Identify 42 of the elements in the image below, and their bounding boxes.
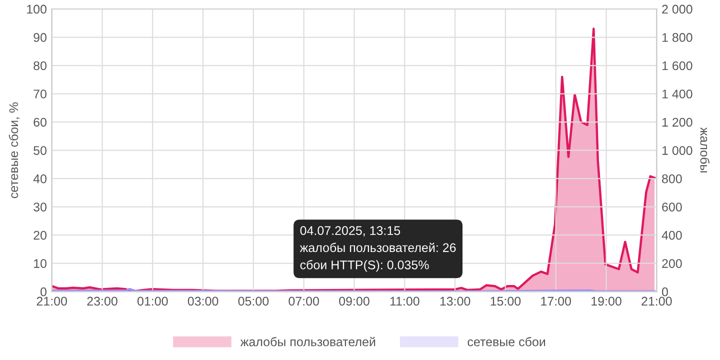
y-axis-title: сетевые сбои, % [8,102,20,198]
x-tick-label: 13:00 [440,296,470,306]
x-tick-label: 21:00 [36,296,67,306]
y2-tick-label: 1 000 [662,146,692,155]
legend-label: жалобы пользователей [240,336,376,346]
y-tick-label: 20 [34,230,46,240]
y-tick-label: 50 [34,146,46,155]
y2-tick-label: 800 [662,174,682,184]
x-tick-label: 05:00 [238,296,269,306]
y-tick-label: 30 [34,202,46,212]
y2-tick-label: 400 [662,230,682,240]
y2-tick-label: 0 [662,287,668,296]
annotation: жалобы пользователей: 26 [300,242,456,252]
x-tick-label: 17:00 [541,296,571,306]
y2-axis-title: жалобы [700,127,710,172]
y-tick-label: 10 [34,259,46,268]
y2-tick-label: 200 [662,259,682,268]
x-tick-label: 03:00 [188,296,218,306]
y-tick-label: 90 [34,33,46,42]
x-tick-label: 09:00 [339,296,370,306]
x-tick-label: 23:00 [87,296,118,306]
y2-tick-label: 2 000 [662,4,692,14]
y2-tick-label: 600 [662,202,682,212]
x-tick-label: 01:00 [137,296,168,306]
x-tick-label: 21:00 [642,296,672,306]
legend-label: сетевые сбои [468,336,546,346]
annotation: 04.07.2025, 13:15 [300,226,400,236]
y-tick-label: 100 [27,4,46,14]
y-tick-label: 40 [33,174,46,184]
y2-tick-label: 1 200 [662,118,692,127]
y2-tick-label: 1 800 [662,33,692,42]
y-tick-label: 70 [34,90,46,98]
x-tick-label: 19:00 [592,296,622,306]
y-tick-label: 0 [40,287,46,296]
x-tick-label: 15:00 [490,296,521,306]
y2-tick-label: 1 600 [662,61,692,70]
x-tick-label: 07:00 [288,296,319,306]
y-tick-label: 80 [34,61,46,70]
x-tick-label: 11:00 [390,296,420,306]
y-tick-label: 60 [34,118,46,127]
y2-tick-label: 1 400 [662,90,692,98]
annotation: сбои HTTP(S): 0.035% [300,260,429,272]
